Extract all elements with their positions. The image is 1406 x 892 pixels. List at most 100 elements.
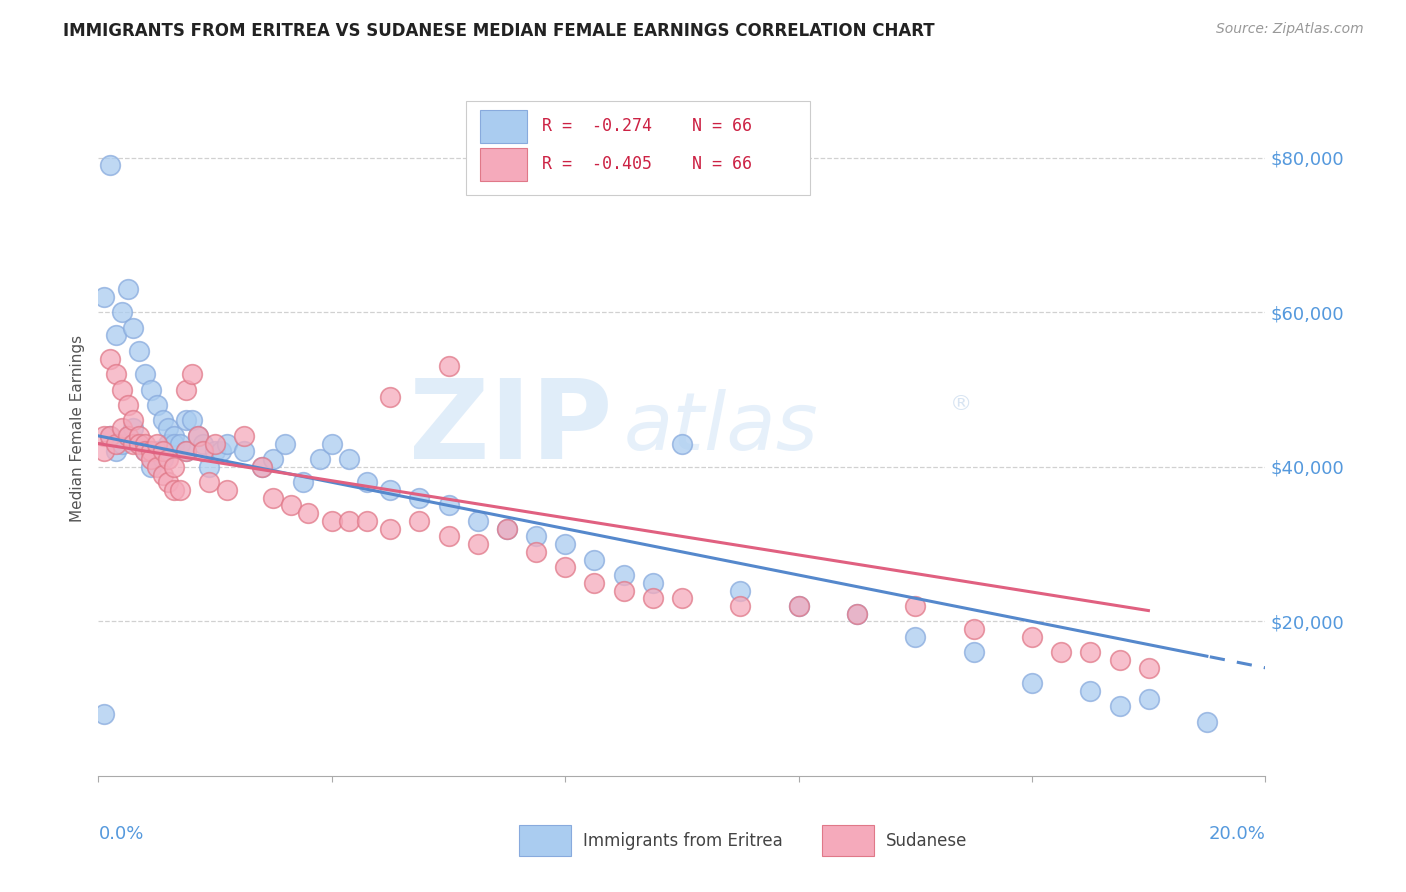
- Text: ®: ®: [950, 393, 973, 414]
- Text: Source: ZipAtlas.com: Source: ZipAtlas.com: [1216, 22, 1364, 37]
- Point: [98, 429, 121, 443]
- Point: [215, 436, 238, 450]
- Point: [169, 436, 191, 450]
- Point: [378, 390, 402, 404]
- Point: [378, 522, 402, 536]
- Point: [169, 483, 191, 497]
- Point: [408, 491, 430, 505]
- Point: [128, 343, 150, 358]
- Point: [845, 607, 868, 621]
- FancyBboxPatch shape: [823, 825, 875, 856]
- Point: [193, 444, 215, 458]
- FancyBboxPatch shape: [465, 101, 810, 195]
- Point: [378, 483, 402, 497]
- Point: [337, 452, 360, 467]
- Point: [174, 444, 197, 458]
- Point: [280, 499, 302, 513]
- Point: [117, 398, 139, 412]
- Point: [111, 383, 134, 397]
- Point: [1195, 714, 1218, 729]
- Text: R =  -0.405    N = 66: R = -0.405 N = 66: [541, 155, 752, 173]
- Point: [321, 514, 343, 528]
- Point: [117, 429, 139, 443]
- Point: [104, 436, 127, 450]
- Point: [297, 506, 319, 520]
- Point: [671, 436, 693, 450]
- Point: [174, 383, 197, 397]
- Point: [117, 429, 139, 443]
- Text: Immigrants from Eritrea: Immigrants from Eritrea: [582, 832, 783, 850]
- Point: [157, 421, 180, 435]
- Point: [250, 459, 273, 474]
- Point: [122, 320, 145, 334]
- Point: [408, 514, 430, 528]
- Point: [157, 452, 180, 467]
- Point: [1080, 684, 1102, 698]
- Point: [356, 475, 378, 490]
- Point: [157, 475, 180, 490]
- Point: [204, 436, 226, 450]
- Point: [495, 522, 517, 536]
- Point: [198, 475, 221, 490]
- Text: 0.0%: 0.0%: [98, 825, 143, 843]
- Point: [962, 645, 984, 659]
- Point: [93, 290, 115, 304]
- FancyBboxPatch shape: [519, 825, 571, 856]
- Point: [163, 436, 186, 450]
- Point: [134, 444, 156, 458]
- Point: [274, 436, 297, 450]
- Point: [1108, 653, 1130, 667]
- Point: [1137, 691, 1160, 706]
- Point: [152, 452, 174, 467]
- Point: [1021, 676, 1043, 690]
- Point: [98, 351, 121, 366]
- Point: [524, 529, 547, 543]
- Point: [612, 568, 634, 582]
- Point: [111, 305, 134, 319]
- Point: [583, 552, 606, 566]
- Point: [98, 158, 121, 172]
- Point: [291, 475, 314, 490]
- Point: [554, 537, 576, 551]
- Point: [671, 591, 693, 606]
- Point: [104, 328, 127, 343]
- Point: [104, 444, 127, 458]
- Point: [437, 529, 460, 543]
- Point: [262, 452, 284, 467]
- Point: [845, 607, 868, 621]
- Point: [163, 429, 186, 443]
- Point: [233, 429, 256, 443]
- Point: [174, 444, 197, 458]
- Point: [122, 413, 145, 427]
- Text: R =  -0.274    N = 66: R = -0.274 N = 66: [541, 117, 752, 136]
- Point: [321, 436, 343, 450]
- Point: [152, 413, 174, 427]
- Point: [93, 707, 115, 722]
- Point: [180, 367, 202, 381]
- Point: [1050, 645, 1073, 659]
- Text: atlas: atlas: [624, 389, 818, 467]
- Point: [128, 436, 150, 450]
- Point: [524, 545, 547, 559]
- Point: [495, 522, 517, 536]
- Point: [93, 429, 115, 443]
- FancyBboxPatch shape: [479, 110, 527, 143]
- Point: [728, 583, 751, 598]
- Point: [128, 436, 150, 450]
- Point: [209, 444, 232, 458]
- Point: [193, 436, 215, 450]
- Point: [134, 444, 156, 458]
- Point: [122, 421, 145, 435]
- Point: [180, 413, 202, 427]
- Point: [139, 444, 162, 458]
- Point: [163, 459, 186, 474]
- Point: [437, 359, 460, 374]
- Point: [1137, 661, 1160, 675]
- Point: [139, 383, 162, 397]
- Point: [146, 444, 169, 458]
- Point: [163, 483, 186, 497]
- Point: [554, 560, 576, 574]
- Point: [309, 452, 332, 467]
- Point: [728, 599, 751, 613]
- Point: [250, 459, 273, 474]
